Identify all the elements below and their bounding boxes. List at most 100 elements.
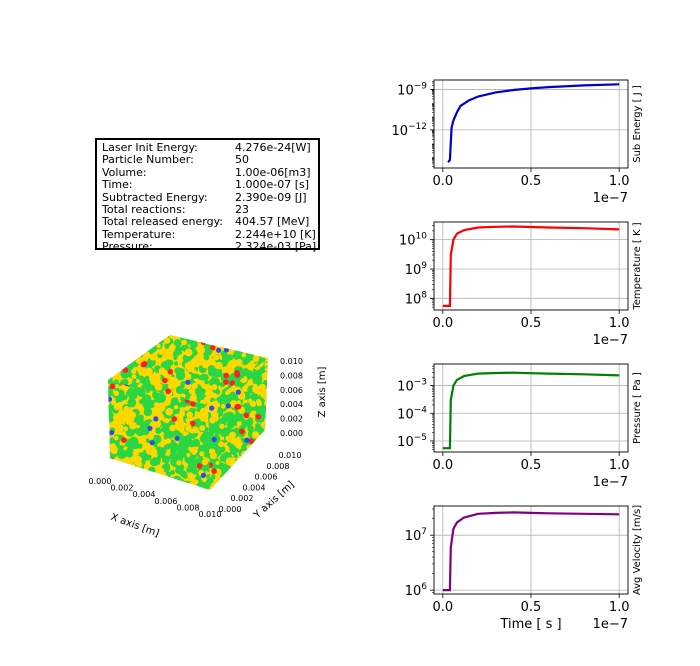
- particle-green: [248, 447, 259, 458]
- particle-red: [223, 372, 230, 379]
- particle-green: [247, 335, 257, 344]
- series-line: [442, 371, 620, 450]
- particle-green: [214, 485, 223, 490]
- particle-green: [258, 441, 263, 447]
- particle-yellow: [220, 436, 225, 441]
- info-label: Pressure:: [102, 240, 153, 254]
- particle-green: [139, 335, 148, 343]
- particle-green: [248, 454, 255, 461]
- particle-green: [222, 412, 233, 423]
- particle-yellow: [149, 353, 157, 361]
- particle-yellow: [185, 417, 191, 423]
- particle-red: [211, 468, 217, 475]
- y-tick-label: 1010: [399, 232, 427, 249]
- particle-green: [243, 458, 250, 464]
- particle-yellow: [264, 417, 268, 423]
- particle-green: [120, 363, 126, 368]
- particle-green: [165, 463, 170, 469]
- particle-green: [175, 370, 186, 381]
- particle-yellow: [157, 403, 166, 412]
- particle-green: [225, 480, 232, 487]
- x-offset-label: 1e−7: [593, 475, 628, 490]
- particle-green: [194, 373, 200, 379]
- particle-green: [118, 464, 125, 471]
- particle-green: [163, 431, 173, 441]
- particle-green: [141, 342, 151, 352]
- particle-yellow: [206, 389, 211, 394]
- info-value: 404.57 [MeV]: [235, 215, 310, 229]
- particle-green: [208, 368, 217, 377]
- particle-yellow: [233, 465, 238, 470]
- info-row: Pressure: 2.324e-03 [Pa]: [102, 240, 316, 254]
- particle-green: [252, 464, 258, 469]
- particle-green: [135, 335, 146, 345]
- particle-green: [155, 478, 160, 483]
- particle-yellow: [114, 435, 119, 441]
- particle-yellow: [115, 360, 121, 367]
- info-label: Subtracted Energy:: [102, 190, 208, 204]
- particle-red: [255, 414, 262, 420]
- particle-yellow: [182, 431, 188, 437]
- particle-yellow: [127, 416, 134, 423]
- particle-yellow: [144, 472, 150, 477]
- particle-green: [128, 430, 134, 436]
- x-tick-label: 0.5: [521, 600, 542, 615]
- particle-blue: [209, 405, 215, 411]
- particle-green: [263, 451, 268, 460]
- particle-yellow: [260, 351, 268, 359]
- particle-green: [144, 379, 151, 386]
- particle-yellow: [211, 384, 218, 391]
- particle-yellow: [215, 335, 221, 341]
- particle-yellow: [203, 396, 211, 404]
- particle-yellow: [248, 341, 254, 346]
- particle-yellow: [113, 402, 122, 411]
- particle-yellow: [114, 422, 119, 428]
- particle-green: [153, 443, 158, 448]
- particle-yellow: [236, 400, 241, 405]
- particle-yellow: [252, 355, 260, 363]
- particle-green: [117, 449, 127, 459]
- particle-green: [243, 335, 249, 341]
- particle-green: [241, 458, 252, 469]
- particle-yellow: [134, 451, 140, 456]
- particle-green: [135, 347, 145, 356]
- particle-yellow: [162, 439, 168, 446]
- particle-green: [221, 484, 227, 490]
- particle-yellow: [261, 335, 268, 342]
- particle-green: [152, 455, 161, 464]
- particle-yellow: [236, 337, 244, 345]
- particle-green: [252, 461, 262, 470]
- particle-green: [141, 339, 151, 349]
- particle-yellow: [241, 340, 249, 348]
- particle-green: [126, 387, 136, 397]
- particle-yellow: [165, 408, 173, 416]
- particle-green: [149, 361, 155, 367]
- particle-yellow: [247, 445, 256, 454]
- particle-red: [234, 370, 240, 376]
- particle-green: [126, 446, 134, 454]
- particle-blue: [185, 379, 191, 385]
- axes-frame: [433, 505, 629, 595]
- particle-yellow: [236, 465, 244, 474]
- particle-yellow: [164, 482, 172, 490]
- particle-yellow: [210, 452, 217, 460]
- particle-blue: [109, 430, 115, 436]
- particle-green: [130, 343, 140, 354]
- particle-green: [175, 478, 186, 488]
- info-label: Total reactions:: [102, 203, 186, 217]
- particle-green: [119, 358, 124, 363]
- particle-yellow: [144, 367, 153, 376]
- particle-yellow: [201, 335, 210, 340]
- particle-yellow: [254, 456, 259, 462]
- particle-green: [125, 335, 134, 343]
- particle-yellow: [211, 411, 219, 419]
- axes-frame: [433, 363, 629, 453]
- particle-green: [221, 478, 229, 486]
- x-offset-label: 1e−7: [593, 333, 628, 348]
- particle-green: [232, 472, 242, 482]
- particle-green: [120, 340, 130, 349]
- particle-green: [108, 337, 116, 347]
- particle-green: [113, 474, 119, 480]
- info-label: Total released energy:: [102, 215, 224, 229]
